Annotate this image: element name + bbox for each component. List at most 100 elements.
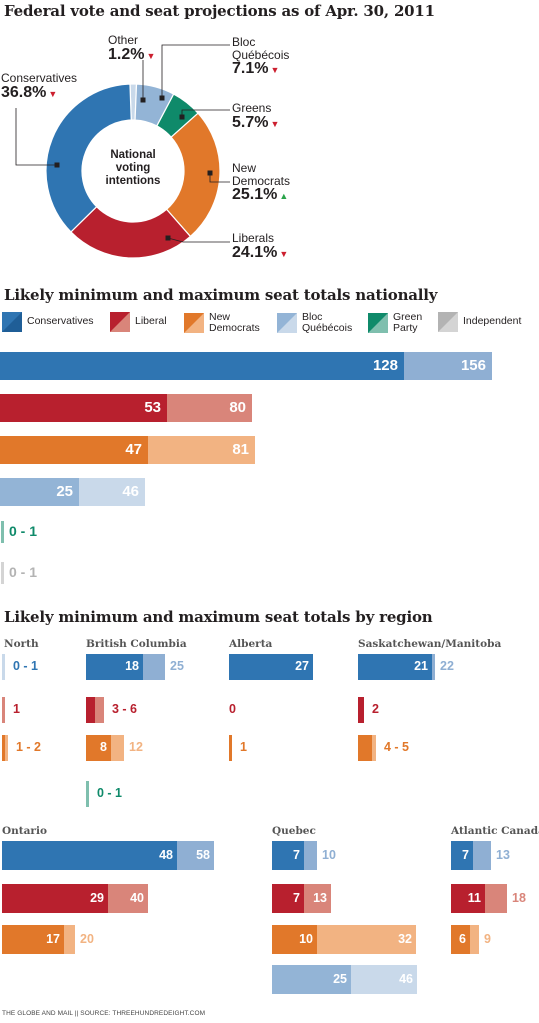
region-min-label: 17 <box>46 932 60 946</box>
label-conservatives: Conservatives 36.8% ▼ <box>1 72 77 101</box>
trend-down-icon: ▼ <box>48 88 58 99</box>
donut-center-label: National voting intentions <box>99 149 167 189</box>
region-bar-min <box>2 735 5 761</box>
seat-range-label: 0 - 1 <box>9 564 38 580</box>
region-min-label: 25 <box>333 972 347 986</box>
region-bar-min <box>358 654 432 680</box>
trend-down-icon: ▼ <box>146 50 156 61</box>
region-bar-tick <box>2 697 5 723</box>
legend-item-ndp: New Democrats <box>184 311 264 335</box>
region-max-label: 46 <box>399 972 413 986</box>
region-range-label: 0 <box>229 702 236 716</box>
region-bar-min <box>451 884 485 913</box>
legend-item-independent: Independent <box>438 312 521 332</box>
region-max-label: 22 <box>440 659 454 673</box>
main-title: Federal vote and seat projections as of … <box>4 2 435 20</box>
donut-center-line: National <box>110 149 156 161</box>
region-range-label: 1 <box>13 702 20 716</box>
region-title: Quebec <box>272 825 316 837</box>
donut-slice <box>45 83 132 233</box>
leader-dot <box>165 235 171 241</box>
slice-name: Liberals <box>232 231 275 245</box>
legend-swatch <box>184 313 204 334</box>
region-bar-min <box>86 697 95 723</box>
legend-item-liberal: Liberal <box>110 312 167 332</box>
footer-source: THE GLOBE AND MAIL || SOURCE: THREEHUNDR… <box>2 1010 206 1017</box>
slice-value: 5.7% <box>232 113 269 131</box>
region-min-label: 27 <box>295 659 309 673</box>
label-liberals: Liberals 24.1% ▼ <box>232 232 288 261</box>
legend-label: Conservatives <box>27 315 94 328</box>
region-range-label: 4 - 5 <box>384 740 410 754</box>
region-bar-min <box>229 654 313 680</box>
region-bar-max <box>2 735 8 761</box>
donut-center-line: voting <box>115 162 151 175</box>
region-bar-min <box>272 965 351 994</box>
trend-down-icon: ▼ <box>270 65 280 76</box>
seat-bar-min <box>0 352 404 380</box>
label-bloc: Bloc Québécois 7.1% ▼ <box>232 36 302 78</box>
region-min-label: 29 <box>90 891 104 905</box>
region-max-label: 18 <box>512 891 526 905</box>
legend-swatch <box>438 312 458 332</box>
region-title: Atlantic Canada <box>451 825 539 837</box>
legend-swatch <box>368 313 388 334</box>
slice-name: Bloc Québécois <box>232 35 290 62</box>
seat-min-label: 47 <box>125 441 142 458</box>
region-range-label: 1 - 2 <box>16 740 42 754</box>
seat-min-label: 53 <box>144 399 161 416</box>
region-bar-min <box>272 884 304 913</box>
slice-name: Conservatives <box>1 71 78 85</box>
region-range-label: 0 - 1 <box>13 659 39 673</box>
region-min-label: 18 <box>125 659 139 673</box>
legend-label: Liberal <box>135 315 167 328</box>
region-min-label: 7 <box>462 848 469 862</box>
legend-label: Green Party <box>393 311 423 335</box>
leader-dot <box>54 162 60 168</box>
region-title: North <box>4 638 39 650</box>
slice-name: Greens <box>232 101 272 115</box>
legend-item-green: Green Party <box>368 311 433 335</box>
trend-down-icon: ▼ <box>279 248 289 259</box>
slice-value: 7.1% <box>232 60 269 78</box>
region-max-label: 20 <box>80 932 94 946</box>
seat-range-label: 0 - 1 <box>9 523 38 539</box>
slice-value: 36.8% <box>1 83 47 101</box>
region-min-label: 11 <box>467 891 481 905</box>
region-title: Ontario <box>2 825 47 837</box>
seat-bar-tick <box>1 562 4 584</box>
region-max-label: 12 <box>129 740 143 754</box>
region-max-label: 25 <box>170 659 184 673</box>
donut-chart <box>15 44 230 259</box>
seat-min-label: 128 <box>372 357 398 374</box>
seat-bar-min <box>0 394 167 422</box>
trend-up-icon: ▲ <box>279 191 289 202</box>
slice-value: 1.2% <box>108 45 145 63</box>
region-bar-tick <box>358 697 364 723</box>
region-bar-min <box>358 735 372 761</box>
region-max-label: 32 <box>398 932 412 946</box>
region-min-label: 7 <box>293 848 300 862</box>
region-bar-min <box>2 884 108 913</box>
seat-bar-min <box>0 436 148 464</box>
legend-swatch <box>277 313 297 334</box>
leader-dot <box>159 95 165 101</box>
region-min-label: 10 <box>299 932 313 946</box>
region-max-label: 40 <box>130 891 144 905</box>
slice-value: 25.1% <box>232 186 278 204</box>
legend-item-bloc: Bloc Québécois <box>277 311 357 334</box>
region-bar-min <box>451 925 470 954</box>
region-bar-min <box>272 841 304 870</box>
seat-max-label: 81 <box>232 441 249 458</box>
region-max-label: 58 <box>196 848 210 862</box>
seat-max-label: 156 <box>460 357 486 374</box>
legend-label: New Democrats <box>209 311 260 335</box>
region-min-label: 48 <box>159 848 173 862</box>
region-bar-min <box>2 925 64 954</box>
region-bar-tick <box>229 735 232 761</box>
region-bar-tick <box>86 781 89 807</box>
region-title: Saskatchewan/Manitoba <box>358 638 502 650</box>
region-max-label: 13 <box>313 891 327 905</box>
region-bar-min <box>2 841 177 870</box>
legend-swatch <box>110 312 130 332</box>
